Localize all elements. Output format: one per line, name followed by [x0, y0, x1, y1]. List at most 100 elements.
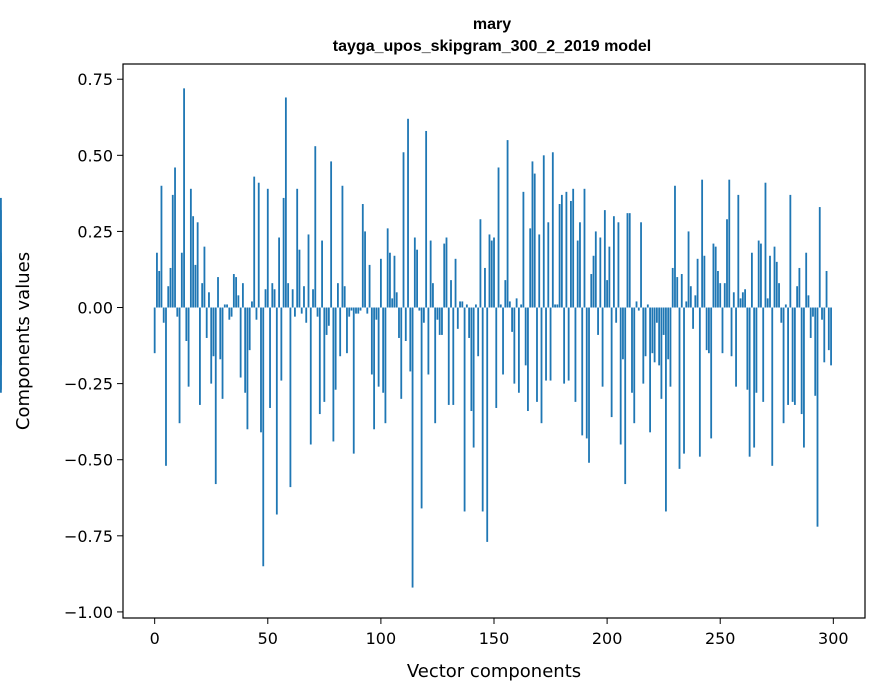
bar — [447, 307, 450, 405]
bar — [515, 298, 518, 308]
y-tick-label: 0.50 — [77, 146, 113, 165]
bar — [800, 307, 803, 415]
bar — [244, 307, 247, 393]
y-tick-label: −0.50 — [64, 451, 113, 470]
x-axis-label: Vector components — [407, 661, 581, 682]
bar — [574, 307, 577, 402]
bar — [793, 307, 796, 405]
bar — [642, 307, 645, 384]
x-tick-label: 200 — [592, 629, 623, 648]
bar — [260, 307, 262, 433]
bar — [493, 237, 495, 308]
bar — [497, 167, 500, 308]
bar — [257, 182, 260, 308]
bar — [477, 307, 480, 357]
bar — [486, 307, 489, 542]
bar — [0, 252, 2, 308]
bar — [441, 307, 443, 335]
bar — [748, 307, 751, 457]
bar — [689, 286, 692, 308]
bar — [719, 283, 722, 308]
bar — [726, 219, 728, 308]
bar — [0, 307, 2, 317]
bar — [0, 298, 2, 308]
bar — [680, 274, 683, 308]
bar — [502, 307, 504, 375]
bar — [432, 283, 434, 308]
bar — [214, 307, 217, 485]
y-axis-label: Components values — [13, 252, 34, 430]
bar — [327, 307, 330, 326]
bar — [723, 283, 726, 308]
y-tick-label: 0.75 — [77, 70, 113, 89]
bar — [294, 307, 296, 317]
bar — [409, 307, 412, 372]
bar — [321, 240, 323, 308]
bar — [588, 307, 590, 463]
x-tick-label: 0 — [150, 629, 160, 648]
chart-title: mary — [473, 16, 511, 33]
bar — [289, 307, 292, 488]
bar — [307, 234, 310, 308]
bar — [637, 307, 640, 311]
bar — [246, 307, 249, 430]
bar — [741, 292, 744, 308]
bar — [339, 307, 342, 357]
bar — [809, 307, 812, 338]
bar — [545, 307, 547, 381]
bar — [576, 240, 579, 308]
bar — [757, 240, 760, 308]
bar — [382, 307, 385, 393]
bar — [171, 194, 174, 308]
bar — [355, 307, 357, 314]
bar — [665, 307, 667, 512]
bar — [773, 246, 776, 308]
bar — [373, 307, 376, 430]
bar — [368, 264, 371, 308]
bar — [330, 161, 333, 308]
bar — [366, 307, 369, 314]
bar — [710, 307, 713, 439]
bar — [818, 207, 821, 308]
bar — [732, 292, 735, 308]
bar — [692, 307, 694, 329]
bar — [791, 307, 794, 402]
bar — [517, 307, 520, 393]
bar — [599, 237, 602, 308]
bar — [352, 307, 355, 454]
bar — [775, 261, 778, 308]
bar — [158, 270, 161, 308]
x-axis-ticks: 0 50 100 150 200 250 300 — [150, 618, 849, 648]
bar — [316, 307, 319, 317]
bar — [343, 286, 346, 308]
bar — [217, 277, 219, 308]
bar — [196, 222, 199, 308]
bar — [312, 289, 314, 308]
bar — [631, 307, 633, 393]
bar — [425, 130, 428, 308]
bar — [610, 307, 613, 418]
bar — [210, 307, 213, 384]
bar — [635, 301, 638, 308]
bar — [178, 307, 181, 424]
bar — [667, 307, 670, 360]
bar — [393, 255, 396, 308]
bar — [472, 307, 475, 448]
bar — [445, 237, 448, 308]
bar — [434, 307, 437, 424]
bar — [646, 304, 649, 308]
bar — [551, 152, 554, 308]
bar — [375, 307, 378, 320]
x-tick-label: 50 — [258, 629, 278, 648]
bar — [762, 307, 765, 402]
bar — [603, 210, 606, 308]
bar — [556, 304, 559, 308]
bar — [309, 307, 312, 445]
bar — [187, 307, 190, 387]
bar — [660, 307, 663, 399]
bar — [454, 258, 457, 308]
bar — [608, 246, 611, 308]
bar — [590, 274, 593, 308]
bar — [436, 307, 439, 320]
y-tick-label: 0.00 — [77, 299, 113, 318]
